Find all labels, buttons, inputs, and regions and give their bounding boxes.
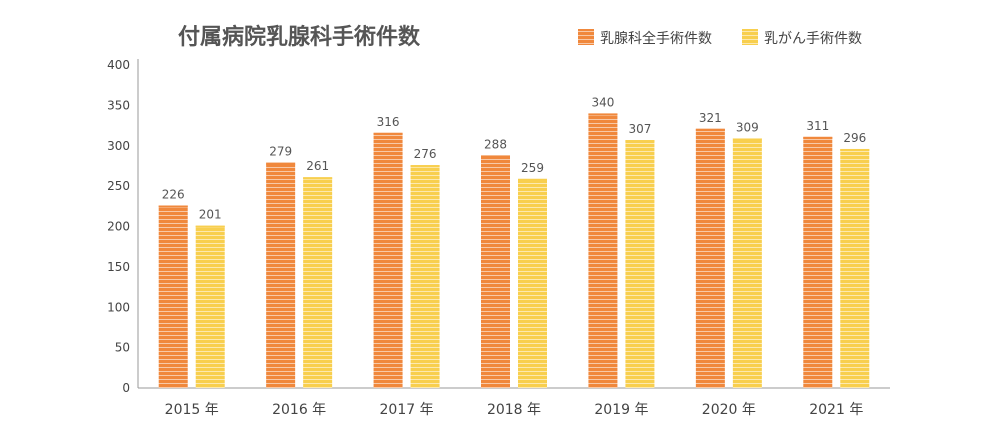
bar-series-2 <box>625 140 655 388</box>
data-label-series-1: 279 <box>269 145 292 159</box>
bar-series-1 <box>481 155 510 388</box>
data-label-series-1: 316 <box>377 115 400 129</box>
legend-label-series-1: 乳腺科全手術件数 <box>600 30 712 47</box>
bar-cap-series-1 <box>373 132 403 135</box>
data-label-series-1: 340 <box>591 95 614 109</box>
y-tick-label: 200 <box>107 220 130 234</box>
bar-cap-series-2 <box>840 148 870 151</box>
x-tick-label: 2021 年 <box>809 402 863 418</box>
y-tick-label: 100 <box>107 300 130 314</box>
x-tick-label: 2019 年 <box>594 402 648 418</box>
data-label-series-1: 226 <box>162 188 185 202</box>
x-tick-label: 2018 年 <box>487 402 541 418</box>
x-tick-label: 2020 年 <box>702 402 756 418</box>
y-tick-label: 400 <box>107 58 130 72</box>
bar-series-1 <box>588 113 618 388</box>
data-label-series-1: 288 <box>484 137 507 151</box>
bar-series-1 <box>373 132 403 388</box>
y-tick-label: 300 <box>107 139 130 153</box>
data-label-series-2: 259 <box>521 161 544 175</box>
bar-series-2 <box>732 138 762 388</box>
legend-label-series-2: 乳がん手術件数 <box>764 31 862 47</box>
bar-cap-series-2 <box>518 178 547 181</box>
y-tick-label: 0 <box>122 381 130 395</box>
bar-cap-series-1 <box>158 205 188 208</box>
bar-cap-series-1 <box>695 128 725 131</box>
x-tick-label: 2015 年 <box>165 402 219 418</box>
chart-title: 付属病院乳腺科手術件数 <box>178 24 421 50</box>
y-axis: 0 50 100 150 200 250 300 350 400 <box>107 58 139 395</box>
legend-swatch-series-1 <box>578 29 594 45</box>
bar-series-2 <box>840 148 870 388</box>
bar-cap-series-1 <box>588 113 618 116</box>
data-label-series-2: 261 <box>306 159 329 173</box>
x-axis: 2015 年 2016 年 2017 年 2018 年 2019 年 2020 年 2021… <box>138 387 890 418</box>
bar-series-1 <box>803 136 833 388</box>
legend-swatch-series-2 <box>742 29 758 45</box>
bar-series-1 <box>695 128 725 389</box>
bar-cap-series-2 <box>625 140 655 143</box>
y-tick-label: 250 <box>107 179 130 193</box>
bar-cap-series-1 <box>803 136 833 139</box>
data-label-series-1: 311 <box>806 119 829 133</box>
bar-cap-series-2 <box>195 225 225 228</box>
data-label-series-2: 276 <box>414 147 437 161</box>
legend: 乳腺科全手術件数 乳がん手術件数 <box>578 29 862 47</box>
bar-cap-series-2 <box>303 177 333 180</box>
data-label-series-2: 307 <box>628 122 651 136</box>
data-label-series-2: 201 <box>199 208 222 222</box>
bar-cap-series-2 <box>410 165 440 168</box>
data-label-series-1: 321 <box>699 111 722 125</box>
x-tick-label: 2017 年 <box>380 402 434 418</box>
y-tick-label: 50 <box>115 341 130 355</box>
bar-series-2 <box>195 225 225 388</box>
bar-series-1 <box>266 162 296 388</box>
data-label-series-2: 309 <box>736 120 759 134</box>
bar-cap-series-1 <box>481 155 510 158</box>
x-tick-label: 2016 年 <box>272 402 326 418</box>
bar-cap-series-1 <box>266 162 296 165</box>
data-label-series-2: 296 <box>843 131 866 145</box>
bar-series-2 <box>303 177 333 388</box>
bar-cap-series-2 <box>732 138 762 141</box>
bar-series-2 <box>518 178 547 388</box>
bar-series-2 <box>410 165 440 388</box>
bar-series-1 <box>158 205 188 388</box>
y-tick-label: 150 <box>107 260 130 274</box>
y-tick-label: 350 <box>107 98 130 112</box>
bars: 226 201 279 261 316 276 288 259 340 307 321 309 311 2… <box>158 95 870 389</box>
